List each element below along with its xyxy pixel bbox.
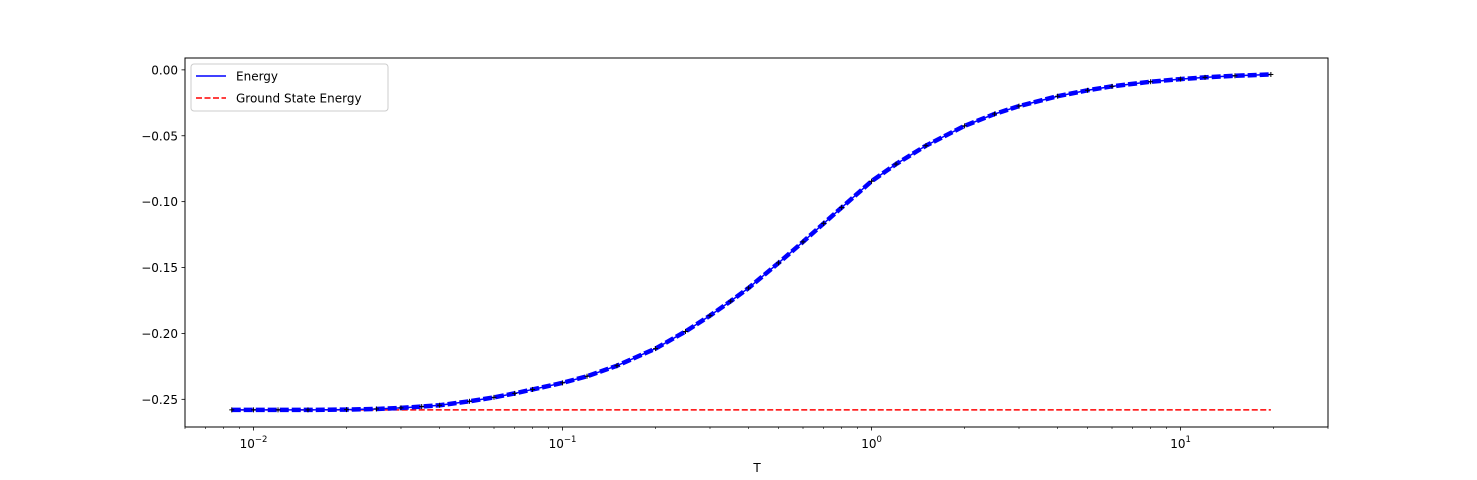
energy-point [653,346,659,352]
legend-label-ground-state-energy: Ground State Energy [236,92,362,106]
x-tick-label: 10−1 [549,435,577,451]
energy-point [437,402,443,408]
energy-point [728,298,734,304]
energy-point [1109,83,1115,89]
energy-point [419,404,425,410]
energy-point [683,328,689,334]
x-tick-label: 10−2 [240,435,268,451]
energy-point [1085,87,1091,93]
energy-point [614,363,620,369]
x-tick-label: 100 [861,435,882,451]
energy-point [1055,93,1061,99]
energy-point [839,205,845,211]
series-energy-band [231,72,1271,413]
energy-point [1232,73,1238,79]
energy-point [512,390,518,396]
energy-point [251,407,257,413]
energy-point [344,407,350,413]
y-tick-label: −0.20 [141,327,178,341]
legend-label-energy: Energy [236,70,278,84]
energy-point [962,123,968,129]
y-tick-label: −0.10 [141,195,178,209]
energy-point [584,373,590,379]
energy-point [530,386,536,392]
energy-point [398,405,404,411]
legend: Energy Ground State Energy [190,63,389,112]
x-axis-label: T [752,461,761,475]
energy-point [923,143,929,149]
energy-point [491,394,497,400]
series-energy-line [231,73,1271,411]
energy-point [1268,71,1274,77]
energy-point [275,407,281,413]
y-axis: 0.00 −0.05 −0.10 −0.15 −0.20 −0.25 [141,63,185,407]
energy-point [1016,103,1022,109]
y-tick-label: 0.00 [151,63,178,77]
series-layer [229,71,1274,413]
energy-point [707,313,713,319]
energy-point [869,178,875,184]
energy-point [800,239,806,245]
energy-point [1178,76,1184,82]
energy-point [229,407,235,413]
energy-point [560,380,566,386]
energy-point [746,285,752,291]
energy-point [1202,74,1208,80]
x-tick-label: 101 [1170,435,1191,451]
energy-point [1148,79,1154,85]
x-axis: 10−2 10−1 100 101 [184,427,1329,451]
energy-point [374,406,380,412]
legend-box [190,63,389,112]
energy-point [992,111,998,117]
plot-frame [184,57,1329,428]
energy-point [305,407,311,413]
energy-point [893,161,899,167]
energy-point [776,260,782,266]
y-tick-label: −0.15 [141,261,178,275]
y-tick-label: −0.25 [141,393,178,407]
energy-point [467,398,473,404]
y-tick-label: −0.05 [141,129,178,143]
energy-point [821,220,827,226]
